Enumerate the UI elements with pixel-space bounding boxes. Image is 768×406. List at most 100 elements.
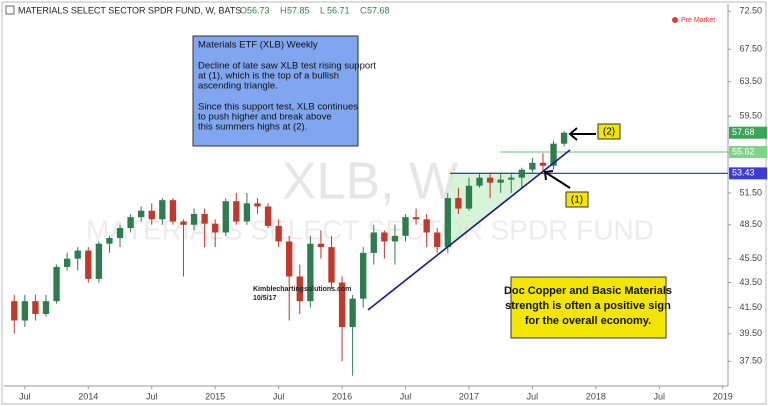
candle-body bbox=[106, 238, 113, 244]
candle-body bbox=[222, 201, 229, 233]
ohlc-value: 56.71 bbox=[327, 5, 350, 15]
candle-body bbox=[159, 200, 166, 220]
ohlc-letter: C bbox=[360, 5, 367, 15]
arrow bbox=[568, 127, 596, 141]
credit: Kimblechartingsolutions.com bbox=[253, 286, 351, 293]
candle-body bbox=[486, 177, 494, 183]
candle-body bbox=[74, 250, 81, 259]
level-badge bbox=[729, 126, 767, 139]
candle-body bbox=[137, 210, 145, 218]
candle-body bbox=[391, 235, 399, 242]
candle-body bbox=[233, 201, 240, 222]
candle-body bbox=[95, 243, 103, 279]
level-label: 55.62 bbox=[732, 146, 755, 156]
candle-body bbox=[116, 228, 124, 239]
candle-body bbox=[296, 276, 303, 302]
candle-body bbox=[243, 203, 251, 222]
marker-label: (1) bbox=[571, 195, 583, 206]
candle-body bbox=[190, 213, 198, 225]
candle-body bbox=[21, 301, 29, 321]
candle-body bbox=[180, 221, 187, 225]
marker-label: (2) bbox=[603, 127, 615, 138]
x-tick-label: Jul bbox=[527, 391, 539, 401]
candle-body bbox=[444, 198, 451, 248]
ohlc-letter: O bbox=[240, 5, 247, 15]
candle-body bbox=[518, 169, 525, 178]
candle-body bbox=[169, 200, 177, 222]
candle-body bbox=[402, 217, 409, 236]
callout-box bbox=[510, 276, 667, 339]
candle-body bbox=[434, 232, 441, 248]
y-tick-label: 39.50 bbox=[739, 328, 762, 338]
candle-body bbox=[254, 203, 261, 207]
candle-body bbox=[360, 252, 367, 299]
x-tick-label: 2014 bbox=[78, 391, 98, 401]
credit-date: 10/5/17 bbox=[253, 295, 276, 302]
watermark-name: MATERIALS SELECT SECTOR SPDR FUND bbox=[86, 214, 654, 245]
callout-line: for the overall economy. bbox=[525, 315, 651, 327]
y-tick-label: 48.50 bbox=[739, 219, 762, 229]
candle-body bbox=[539, 162, 547, 166]
marker-box bbox=[597, 123, 621, 140]
annotation-line: Since this support test, XLB continues bbox=[198, 102, 358, 113]
callout-text: Doc Copper and Basic Materials strength i… bbox=[504, 285, 672, 327]
candle-body bbox=[63, 258, 71, 267]
plot bbox=[11, 131, 728, 376]
x-tick-label: 2015 bbox=[205, 391, 225, 401]
candle-body bbox=[455, 198, 462, 209]
candle-body bbox=[550, 143, 557, 166]
candle-body bbox=[275, 225, 282, 242]
candle-body bbox=[381, 232, 388, 242]
ohlc-value: 56.73 bbox=[247, 5, 270, 15]
annotation-line: Decline of late saw XLB test rising supp… bbox=[198, 61, 376, 72]
level-label: 53.43 bbox=[732, 168, 755, 178]
annotation-line: to push higher and break above bbox=[198, 112, 332, 123]
candle-body bbox=[264, 206, 272, 226]
arrow bbox=[543, 170, 571, 189]
candle-body bbox=[412, 217, 420, 220]
candle-body bbox=[127, 217, 134, 229]
ohlc-legend: O 56.73 H 57.85 L 56.71 C 57.68 bbox=[240, 5, 390, 15]
y-tick-label: 43.50 bbox=[739, 277, 762, 287]
candle-body bbox=[212, 223, 219, 233]
x-tick-label: Jul bbox=[654, 391, 666, 401]
ohlc-value: 57.85 bbox=[287, 5, 310, 15]
candle-body bbox=[201, 213, 208, 224]
annotation-line: Materials ETF (XLB) Weekly bbox=[198, 40, 318, 51]
y-tick-label: 63.50 bbox=[739, 76, 762, 86]
candle-body bbox=[317, 243, 325, 248]
candle-body bbox=[286, 241, 293, 277]
candle-body bbox=[465, 185, 473, 209]
candle-body bbox=[370, 232, 377, 253]
y-tick-label: 67.50 bbox=[739, 44, 762, 54]
y-tick-label: 51.50 bbox=[739, 187, 762, 197]
annotation-line: this summers highs at (2). bbox=[198, 122, 307, 133]
level-label: 57.68 bbox=[732, 127, 755, 137]
callout-line: strength is often a positive sign bbox=[505, 300, 671, 312]
x-tick-label: 2017 bbox=[459, 391, 479, 401]
candle-body bbox=[42, 301, 50, 314]
annotation-line: ascending triangle. bbox=[198, 81, 278, 92]
y-tick-label: 37.50 bbox=[739, 356, 762, 366]
session-dot bbox=[672, 17, 678, 23]
annotation-box bbox=[192, 35, 359, 147]
x-tick-label: Jul bbox=[19, 391, 31, 401]
header-title: MATERIALS SELECT SECTOR SPDR FUND, W, BA… bbox=[18, 5, 241, 15]
ohlc-value: 57.68 bbox=[367, 5, 390, 15]
candle-body bbox=[32, 301, 39, 314]
x-tick-label: Jul bbox=[400, 391, 412, 401]
candle-body bbox=[497, 179, 504, 183]
callout-line: Doc Copper and Basic Materials bbox=[504, 285, 672, 297]
candle-body bbox=[529, 162, 536, 170]
candle-body bbox=[349, 298, 356, 328]
candle-body bbox=[11, 301, 18, 321]
x-tick-label: 2018 bbox=[586, 391, 606, 401]
annotation-line: at (1), which is the top of a bullish bbox=[198, 71, 339, 82]
trendline bbox=[367, 149, 571, 311]
ohlc-letter: L bbox=[320, 5, 325, 15]
y-tick-label: 59.50 bbox=[739, 111, 762, 121]
y-tick-label: 72.50 bbox=[739, 6, 762, 16]
x-tick-label: 2016 bbox=[332, 391, 352, 401]
